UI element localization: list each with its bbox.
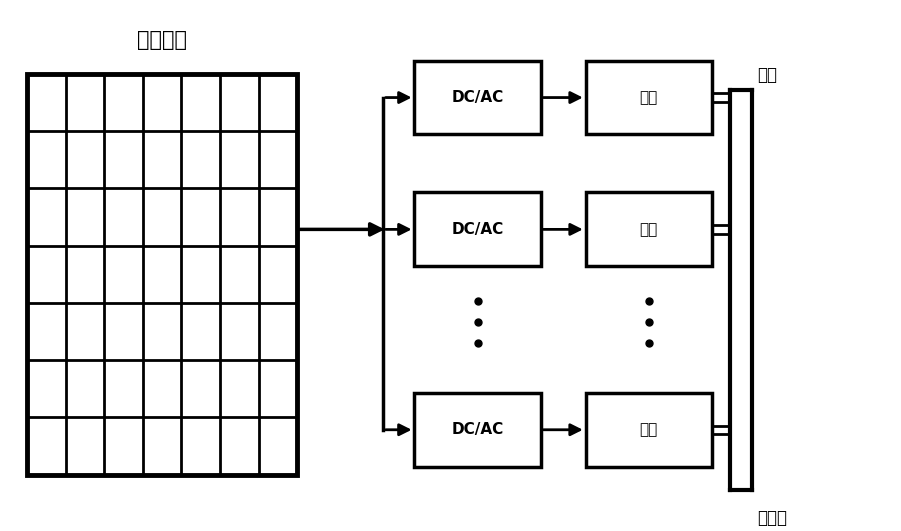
Bar [586,61,712,134]
Bar [586,192,712,266]
Text: DC/AC: DC/AC [451,90,504,105]
Bar [586,393,712,467]
Text: 水泵: 水泵 [640,90,658,105]
Bar [27,74,297,475]
Text: 光伏发电: 光伏发电 [137,30,187,50]
Text: DC/AC: DC/AC [451,422,504,437]
Bar [414,393,541,467]
Bar [414,192,541,266]
Text: 水泵: 水泵 [640,422,658,437]
Text: 水管: 水管 [757,66,777,84]
Text: 水泵: 水泵 [640,222,658,237]
Text: DC/AC: DC/AC [451,222,504,237]
Bar [414,61,541,134]
Text: 输出水: 输出水 [757,509,787,527]
